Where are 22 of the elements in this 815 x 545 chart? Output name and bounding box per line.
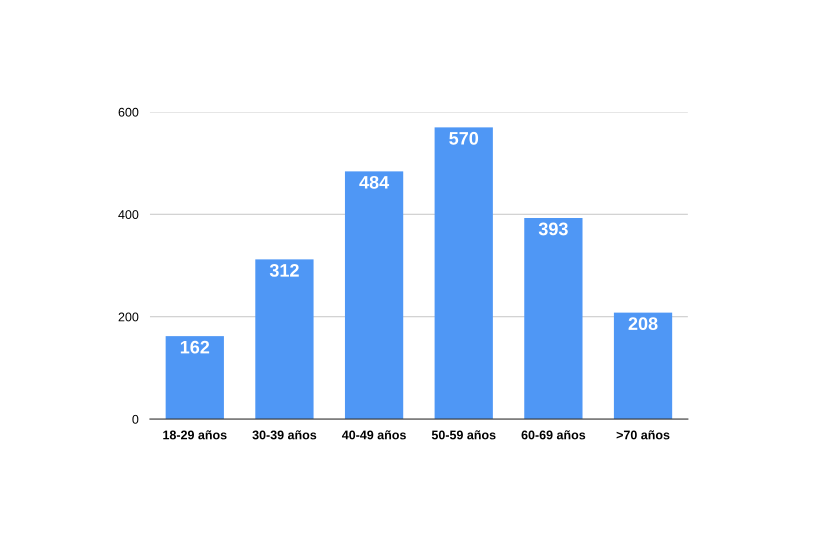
- data-label: 484: [359, 176, 390, 189]
- x-tick-label: 30-39 años: [252, 430, 316, 440]
- bar: [255, 259, 314, 420]
- x-tick-label: >70 años: [616, 430, 670, 440]
- y-tick-label: 200: [118, 312, 138, 322]
- x-tick-label: 50-59 años: [432, 430, 496, 440]
- data-label: 312: [270, 264, 299, 277]
- data-label: 162: [180, 340, 210, 354]
- data-label: 208: [628, 317, 658, 330]
- bar: [524, 218, 583, 420]
- bar: [614, 312, 672, 420]
- x-tick-label: 40-49 años: [342, 430, 406, 440]
- bar: [344, 171, 404, 420]
- data-label: 393: [538, 222, 568, 236]
- y-tick-label: 0: [132, 414, 138, 424]
- x-tick-label: 60-69 años: [522, 430, 586, 440]
- y-tick-label: 400: [118, 210, 138, 220]
- bar: [166, 336, 224, 420]
- data-label: 570: [449, 132, 478, 145]
- x-tick-label: 18-29 años: [163, 430, 227, 440]
- bar: [434, 127, 493, 420]
- y-tick-label: 600: [118, 108, 138, 117]
